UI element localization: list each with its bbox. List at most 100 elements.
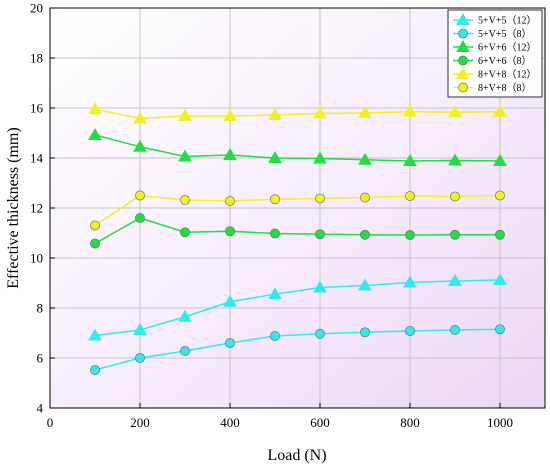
data-point: [133, 322, 147, 335]
data-point: [178, 149, 192, 162]
series-group: [88, 272, 507, 341]
legend-marker: [456, 12, 470, 25]
x-tick-label: 200: [130, 415, 150, 430]
data-point: [135, 353, 145, 363]
x-tick-label: 600: [310, 415, 330, 430]
data-point: [88, 102, 102, 115]
data-point: [495, 324, 505, 335]
legend-label: 5+V+5（8）: [478, 28, 532, 40]
data-point: [313, 151, 327, 164]
data-point: [313, 106, 327, 119]
data-point: [448, 153, 462, 166]
data-point: [315, 193, 325, 204]
x-tick-label: 800: [400, 415, 420, 430]
y-axis-label: Effective thickness (mm): [5, 127, 22, 288]
data-point: [405, 326, 415, 336]
data-point: [225, 226, 235, 237]
data-point: [178, 108, 192, 121]
data-point: [90, 365, 100, 375]
series-group: [88, 127, 507, 166]
y-tick-label: 14: [30, 151, 44, 166]
series-group: [90, 190, 505, 231]
legend-label: 8+V+8（12）: [478, 69, 537, 81]
x-tick-label: 400: [220, 415, 240, 430]
y-tick-label: 10: [30, 251, 43, 266]
data-point: [180, 346, 190, 356]
data-point: [358, 152, 372, 165]
data-point: [403, 275, 417, 288]
legend-marker: [456, 66, 470, 79]
data-point: [405, 230, 415, 240]
legend-marker: [458, 55, 468, 66]
axis-ticks: 0 200 400 600 800 1000 4 6 8 10 12 14 16 18 20: [30, 1, 513, 431]
data-point: [133, 111, 147, 124]
series-group: [88, 102, 507, 124]
data-point: [270, 194, 280, 205]
data-point: [178, 309, 192, 322]
data-point: [495, 229, 505, 240]
data-point: [403, 153, 417, 166]
data-point: [223, 108, 237, 121]
legend: 5+V+5（12）5+V+5（8） 6+V+6（12）6+V+6（8） 8+V+8（…: [447, 9, 543, 98]
data-point: [88, 328, 102, 341]
series-layer: [88, 102, 507, 375]
data-point: [450, 191, 460, 202]
data-point: [225, 196, 235, 206]
data-point: [268, 107, 282, 120]
y-tick-label: 6: [37, 351, 44, 366]
data-point: [358, 278, 372, 291]
legend-label: 5+V+5（12）: [478, 15, 537, 27]
data-point: [360, 229, 370, 240]
legend-label: 8+V+8（8）: [478, 82, 532, 94]
data-point: [405, 191, 415, 201]
legend-marker: [456, 39, 470, 52]
data-point: [493, 104, 507, 117]
x-tick-label: 0: [47, 415, 54, 430]
series-group: [90, 324, 505, 375]
data-point: [448, 273, 462, 286]
series-line: [94, 328, 501, 371]
series-line: [94, 279, 501, 337]
data-point: [135, 190, 145, 201]
data-point: [90, 220, 100, 231]
y-tick-label: 4: [37, 401, 44, 416]
y-tick-label: 12: [30, 201, 43, 216]
data-point: [493, 272, 507, 285]
data-point: [180, 195, 190, 205]
data-point: [270, 331, 280, 341]
data-point: [360, 192, 370, 203]
data-point: [315, 328, 325, 339]
data-point: [495, 190, 505, 201]
x-tick-label: 1000: [487, 415, 513, 430]
data-point: [180, 227, 190, 238]
y-tick-label: 18: [30, 51, 43, 66]
legend-marker: [458, 28, 468, 39]
x-axis-label: Load (N): [267, 447, 326, 464]
data-point: [268, 287, 282, 300]
data-point: [90, 238, 100, 249]
series-line: [94, 108, 501, 120]
series-group: [90, 213, 505, 249]
y-tick-label: 20: [30, 1, 43, 16]
series-line: [94, 217, 500, 245]
data-point: [493, 153, 507, 166]
data-point: [448, 105, 462, 118]
y-tick-label: 8: [37, 301, 44, 316]
data-point: [450, 229, 460, 240]
data-point: [270, 228, 280, 239]
series-line: [94, 194, 501, 227]
data-point: [315, 229, 325, 240]
data-point: [403, 104, 417, 117]
y-tick-label: 16: [30, 101, 44, 116]
data-point: [360, 327, 370, 338]
data-point: [223, 147, 237, 160]
data-point: [225, 338, 235, 348]
data-point: [450, 325, 460, 335]
legend-label: 6+V+6（8）: [478, 55, 532, 67]
data-point: [358, 105, 372, 118]
legend-marker: [458, 82, 468, 93]
data-point: [133, 139, 147, 152]
data-point: [313, 280, 327, 293]
data-point: [135, 213, 145, 223]
